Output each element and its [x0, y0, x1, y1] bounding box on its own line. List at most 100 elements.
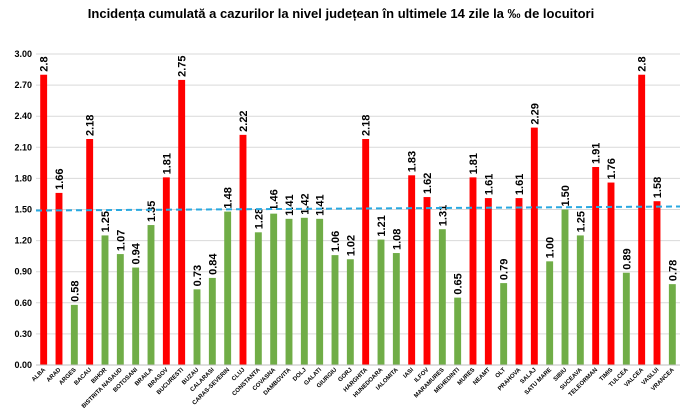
- x-tick-label: NEAMT: [472, 367, 492, 387]
- x-tick-label: IASI: [403, 367, 416, 380]
- bar: [622, 272, 630, 365]
- bar: [193, 289, 201, 365]
- bar: [224, 211, 232, 365]
- bar: [607, 182, 615, 365]
- data-label: 2.8: [637, 56, 649, 71]
- y-tick-label: 2.40: [14, 111, 32, 121]
- data-label: 1.76: [606, 158, 618, 179]
- bar: [285, 218, 293, 365]
- data-label: 2.18: [85, 115, 97, 136]
- data-label: 1.58: [652, 177, 664, 198]
- bar: [515, 198, 523, 365]
- data-label: 0.79: [499, 259, 511, 280]
- data-label: 1.02: [345, 235, 357, 256]
- y-tick-label: 1.20: [14, 236, 32, 246]
- data-label: 1.61: [483, 174, 495, 195]
- data-label: 2.29: [529, 103, 541, 124]
- y-tick-label: 0.00: [14, 360, 32, 370]
- bar: [561, 209, 569, 365]
- bar: [40, 74, 48, 365]
- x-tick-label: OLT: [495, 367, 508, 380]
- bar: [331, 255, 339, 365]
- bar: [101, 235, 109, 365]
- bar: [546, 261, 554, 365]
- data-label: 1.31: [437, 205, 449, 226]
- bar: [500, 283, 508, 365]
- y-tick-label: 2.10: [14, 142, 32, 152]
- data-label: 0.73: [192, 265, 204, 286]
- data-label: 1.21: [376, 215, 388, 236]
- bar: [454, 297, 462, 365]
- bar: [638, 74, 646, 365]
- data-label: 2.22: [238, 110, 250, 131]
- data-label: 2.75: [177, 55, 189, 76]
- data-label: 0.94: [131, 242, 143, 264]
- data-label: 1.00: [545, 237, 557, 258]
- bar: [239, 134, 247, 365]
- data-label: 1.28: [253, 208, 265, 229]
- y-tick-label: 3.00: [14, 49, 32, 59]
- data-label: 2.18: [361, 115, 373, 136]
- data-label: 1.48: [223, 187, 235, 208]
- x-tick-label: DAMBOVITA: [263, 367, 293, 397]
- bar: [147, 225, 155, 365]
- x-tick-label: ALBA: [31, 367, 47, 383]
- data-label: 1.08: [391, 229, 403, 250]
- bar: [484, 198, 492, 365]
- data-label: 1.66: [54, 168, 66, 189]
- y-tick-label: 1.80: [14, 173, 32, 183]
- data-label: 1.81: [468, 153, 480, 174]
- bar: [55, 192, 63, 365]
- y-tick-label: 2.70: [14, 80, 32, 90]
- data-label: 0.89: [621, 248, 633, 269]
- bar: [530, 127, 538, 365]
- bar: [576, 235, 584, 365]
- x-tick-label: TELEORMAN: [568, 367, 599, 398]
- bar: [653, 201, 661, 365]
- data-label: 0.58: [69, 280, 81, 301]
- data-label: 1.81: [161, 153, 173, 174]
- bar: [132, 267, 140, 365]
- data-label: 0.78: [667, 260, 679, 281]
- bar: [668, 284, 676, 365]
- data-label: 1.42: [299, 193, 311, 214]
- data-label: 1.07: [115, 230, 127, 251]
- bar: [70, 304, 78, 365]
- data-label: 1.41: [284, 194, 296, 215]
- bar: [392, 253, 400, 365]
- data-label: 1.91: [591, 143, 603, 164]
- y-tick-label: 1.50: [14, 205, 32, 215]
- y-tick-label: 0.30: [14, 329, 32, 339]
- bar: [86, 139, 94, 365]
- y-tick-label: 0.60: [14, 298, 32, 308]
- bar: [408, 175, 416, 365]
- bar: [178, 79, 186, 366]
- data-label: 0.84: [207, 253, 219, 275]
- data-label: 1.35: [146, 201, 158, 222]
- data-label: 1.25: [100, 211, 112, 232]
- bar: [423, 197, 431, 365]
- y-tick-label: 0.90: [14, 267, 32, 277]
- bar: [377, 239, 385, 365]
- bar: [469, 177, 477, 365]
- bar: [300, 217, 308, 365]
- x-tick-label: BACAU: [74, 367, 94, 387]
- bar: [162, 177, 170, 365]
- data-label: 1.62: [422, 173, 434, 194]
- data-label: 0.65: [453, 273, 465, 294]
- bar: [346, 259, 354, 365]
- data-label: 1.50: [560, 185, 572, 206]
- bar: [116, 254, 124, 365]
- bar: [438, 229, 446, 365]
- data-label: 1.61: [514, 174, 526, 195]
- data-label: 1.25: [575, 211, 587, 232]
- bar: [316, 218, 324, 365]
- data-label: 2.8: [39, 56, 51, 71]
- chart-title: Incidența cumulată a cazurilor la nivel …: [87, 6, 595, 21]
- bar: [270, 213, 278, 365]
- data-label: 1.83: [407, 151, 419, 172]
- bar: [254, 232, 262, 365]
- bar: [362, 139, 370, 365]
